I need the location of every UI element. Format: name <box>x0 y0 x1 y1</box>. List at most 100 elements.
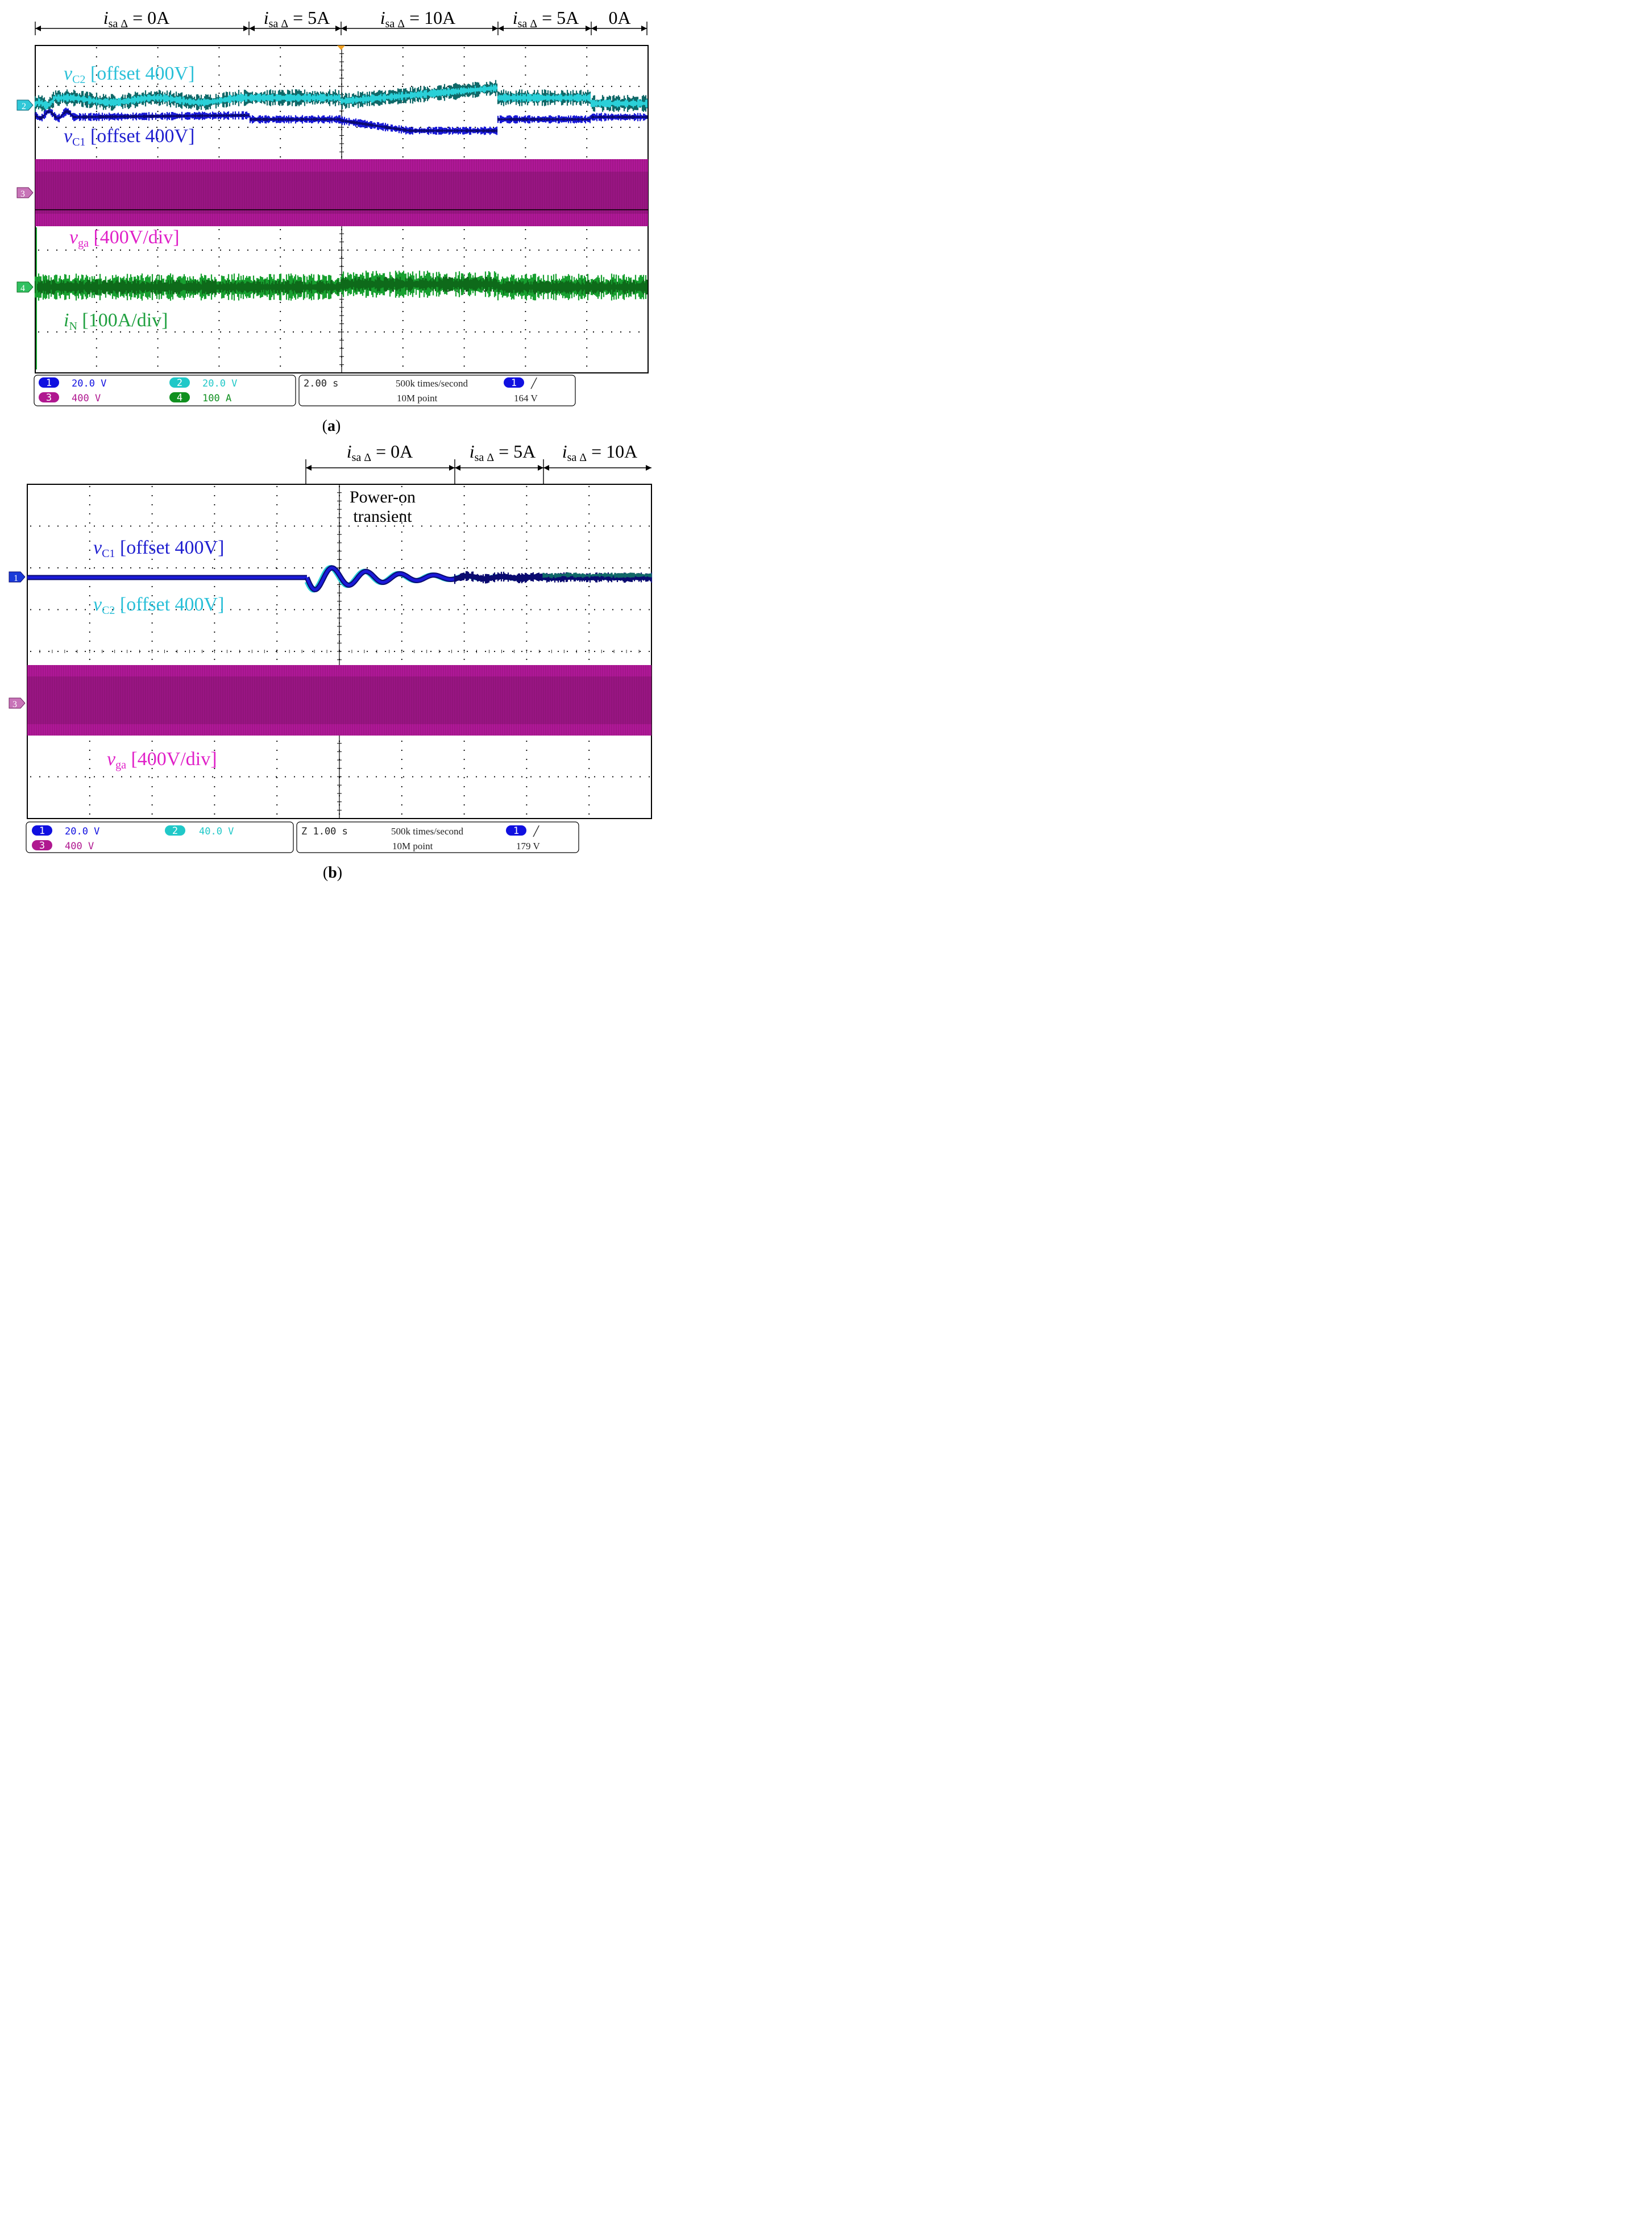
grid-dot <box>586 238 588 240</box>
grid-dot <box>83 85 85 88</box>
grid-dot <box>280 56 281 58</box>
grid-dot <box>586 338 588 340</box>
grid-dot <box>229 249 231 251</box>
grid-dot <box>556 85 558 88</box>
grid-dot <box>365 249 367 251</box>
grid-dot <box>218 319 220 322</box>
grid-dot <box>193 776 196 778</box>
grid-dot <box>439 525 441 527</box>
grid-dot <box>38 85 40 88</box>
grid-dot <box>121 776 123 778</box>
grid-dot <box>139 776 141 778</box>
grid-dot <box>401 549 402 551</box>
grid-dot <box>357 609 359 610</box>
grid-dot <box>588 513 590 515</box>
grid-dot <box>402 319 404 322</box>
grid-dot <box>621 650 623 653</box>
grid-dot <box>463 301 465 304</box>
grid-dot <box>66 609 68 610</box>
grid-dot <box>219 249 222 251</box>
grid-dot <box>218 119 220 122</box>
grid-dot <box>525 301 526 304</box>
grid-dot <box>148 650 150 653</box>
channel-marker[interactable]: 4 <box>16 281 34 293</box>
grid-dot <box>525 56 526 58</box>
grid-dot <box>503 776 505 778</box>
grid-dot <box>56 126 58 128</box>
grid-dot <box>293 567 296 569</box>
grid-dot <box>374 249 376 251</box>
grid-dot <box>280 156 281 158</box>
grid-dot <box>214 522 215 524</box>
grid-dot <box>92 85 94 88</box>
grid-dot <box>611 126 613 128</box>
channel-marker[interactable]: 3 <box>16 187 34 199</box>
grid-dot <box>219 85 222 88</box>
grid-dot <box>588 776 590 779</box>
grid-dot <box>139 567 141 569</box>
grid-dot <box>474 126 476 128</box>
grid-dot <box>30 776 32 778</box>
channel-marker[interactable]: 2 <box>16 99 34 111</box>
grid-dot <box>89 767 90 770</box>
grid-dot <box>174 126 176 128</box>
grid-dot <box>588 585 590 588</box>
grid-dot <box>526 804 528 806</box>
grid-dot <box>348 609 350 610</box>
grid-dot <box>620 85 622 88</box>
grid-dot <box>639 650 641 653</box>
grid-dot <box>525 74 526 76</box>
grid-dot <box>493 650 496 653</box>
grid-dot <box>276 485 278 488</box>
grid-dot <box>66 776 68 778</box>
grid-dot <box>639 567 641 569</box>
grid-dot <box>503 525 505 527</box>
grid-dot <box>248 525 250 527</box>
grid-dot <box>338 331 340 333</box>
channel-scale: 20.0 V <box>202 378 237 389</box>
grid-dot <box>96 65 97 67</box>
grid-dot <box>292 331 294 333</box>
grid-dot <box>329 85 331 88</box>
channel-marker[interactable]: 1 <box>9 571 26 583</box>
grid-dot <box>248 650 250 653</box>
grid-dot <box>393 567 396 569</box>
grid-dot <box>276 613 278 615</box>
grid-dot <box>648 609 650 610</box>
grid-dot <box>57 567 59 569</box>
grid-dot <box>166 776 168 778</box>
grid-dot <box>401 622 402 624</box>
grid-dot <box>629 85 631 88</box>
grid-dot <box>512 776 514 778</box>
grid-dot <box>89 485 90 488</box>
grid-dot <box>529 249 531 251</box>
grid-dot <box>374 85 376 88</box>
grid-dot <box>384 567 387 569</box>
grid-dot <box>230 650 232 653</box>
grid-dot <box>265 331 267 333</box>
grid-dot <box>463 110 465 113</box>
grid-dot <box>456 126 458 128</box>
grid-dot <box>96 329 97 331</box>
grid-dot <box>151 613 153 615</box>
grid-dot <box>257 650 259 653</box>
channel-marker[interactable]: 3 <box>9 697 26 709</box>
grid-dot <box>47 331 49 333</box>
grid-dot <box>402 265 404 267</box>
grid-dot <box>429 85 431 88</box>
trace-label-vc2: vC2 [offset 400V] <box>64 63 194 86</box>
grid-dot <box>93 567 96 569</box>
grid-dot <box>401 504 402 506</box>
grid-dot <box>530 609 532 610</box>
grid-dot <box>92 249 94 251</box>
grid-dot <box>121 567 123 569</box>
grid-dot <box>512 525 514 527</box>
grid-dot <box>151 758 153 761</box>
grid-dot <box>526 740 528 742</box>
grid-dot <box>319 85 322 88</box>
grid-dot <box>102 650 105 653</box>
grid-dot <box>526 631 528 633</box>
grid-dot <box>214 549 215 551</box>
grid-dot <box>538 331 540 333</box>
grid-dot <box>483 331 485 333</box>
